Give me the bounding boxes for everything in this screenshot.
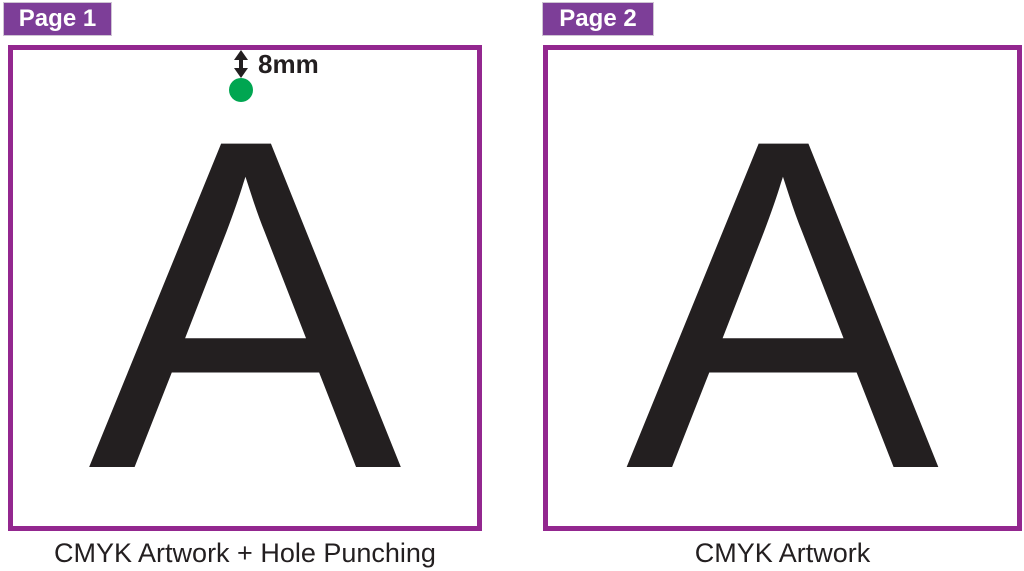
page-1-artwork-letter: A	[88, 42, 402, 567]
page-2-artwork-box: A	[543, 45, 1022, 540]
page-1-caption: CMYK Artwork + Hole Punching	[54, 538, 436, 568]
dimension-arrow-icon	[234, 50, 248, 78]
page-2-artwork-letter: A	[625, 42, 940, 567]
page-2-caption: CMYK Artwork	[694, 538, 871, 568]
page-2-label: Page 2	[543, 3, 653, 35]
page-1-label: Page 1	[4, 3, 111, 35]
page-1-artwork-box: A	[8, 45, 482, 540]
dimension-label: 8mm	[258, 49, 319, 79]
hole-punch-marker	[229, 78, 253, 102]
